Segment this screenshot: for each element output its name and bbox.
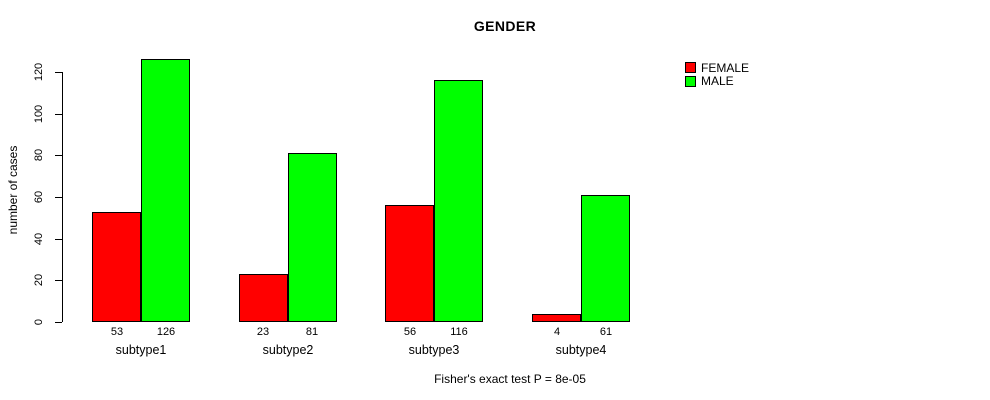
bar-value-label: 53 bbox=[110, 326, 124, 338]
legend: FEMALE MALE bbox=[685, 61, 749, 88]
bar-female-subtype4 bbox=[532, 314, 581, 322]
male-color-swatch-icon bbox=[685, 75, 696, 87]
y-tick-label: 80 bbox=[33, 149, 45, 162]
y-tick-label: 20 bbox=[33, 274, 45, 287]
y-axis-label: number of cases bbox=[6, 145, 20, 235]
y-tick-label: 40 bbox=[33, 232, 45, 245]
bar-value-label: 116 bbox=[450, 326, 468, 338]
bar-male-subtype3 bbox=[434, 80, 483, 322]
category-label-subtype4: subtype4 bbox=[555, 343, 607, 357]
bar-female-subtype2 bbox=[239, 274, 288, 322]
bar-value-label: 81 bbox=[305, 326, 319, 338]
female-color-swatch-icon bbox=[685, 62, 696, 74]
category-label-subtype2: subtype2 bbox=[262, 343, 314, 357]
y-tick bbox=[55, 280, 62, 282]
chart-title: GENDER bbox=[473, 18, 537, 34]
y-tick-label: 120 bbox=[33, 62, 45, 82]
legend-label-female: FEMALE bbox=[701, 60, 750, 75]
y-tick-label: 100 bbox=[33, 104, 45, 123]
y-tick bbox=[55, 238, 62, 240]
y-tick bbox=[55, 322, 62, 323]
annotation-note: Fisher's exact test P = 8e-05 bbox=[434, 372, 586, 386]
bar-value-label: 61 bbox=[599, 326, 613, 338]
y-tick bbox=[55, 113, 62, 115]
y-tick bbox=[55, 155, 62, 157]
bar-male-subtype2 bbox=[288, 153, 337, 322]
bar-male-subtype4 bbox=[581, 195, 630, 322]
y-tick bbox=[55, 197, 62, 198]
bar-value-label: 23 bbox=[256, 326, 270, 338]
bar-female-subtype3 bbox=[385, 205, 434, 322]
category-label-subtype1: subtype1 bbox=[115, 343, 167, 357]
bar-value-label: 126 bbox=[156, 326, 176, 338]
bar-female-subtype1 bbox=[92, 212, 141, 322]
bar-value-label: 56 bbox=[403, 326, 417, 338]
y-tick-label: 0 bbox=[33, 318, 45, 326]
legend-item-male: MALE bbox=[685, 74, 749, 89]
bar-male-subtype1 bbox=[141, 59, 190, 322]
y-tick-label: 60 bbox=[33, 190, 45, 204]
category-label-subtype3: subtype3 bbox=[408, 343, 460, 357]
bar-value-label: 4 bbox=[553, 326, 561, 338]
y-axis bbox=[62, 72, 63, 322]
legend-label-male: MALE bbox=[701, 74, 734, 89]
legend-item-female: FEMALE bbox=[685, 61, 749, 75]
y-tick bbox=[55, 72, 62, 73]
